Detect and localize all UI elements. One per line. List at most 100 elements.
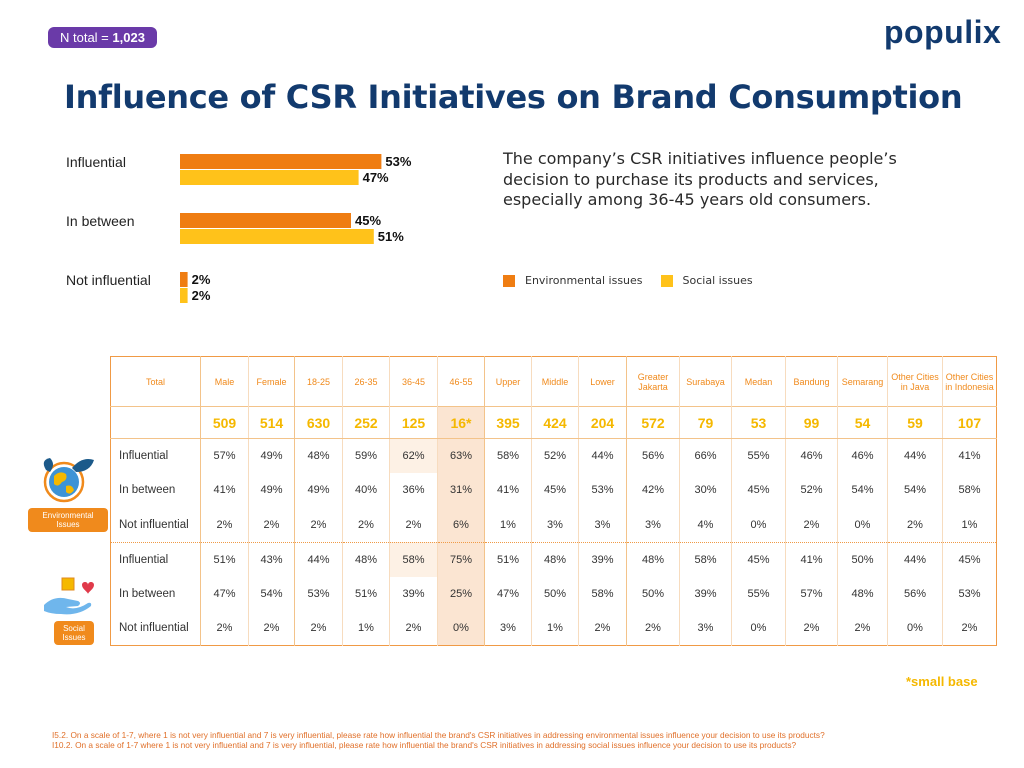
table-row: Influential 57% 49% 48% 59% 62% 63% 58% 52% 44% 56… bbox=[111, 438, 997, 473]
value-cell: 55% bbox=[731, 438, 786, 473]
base-cell: 16* bbox=[437, 406, 485, 439]
value-cell: 56% bbox=[626, 438, 680, 473]
value-cell: 52% bbox=[785, 473, 838, 508]
value-cell: 54% bbox=[837, 473, 888, 508]
header-male: Male bbox=[200, 356, 249, 407]
value-cell: 2% bbox=[578, 611, 627, 646]
value-cell: 52% bbox=[531, 438, 579, 473]
value-cell: 2% bbox=[389, 507, 438, 542]
bar-value-label: 2% bbox=[192, 272, 211, 287]
bar-environmental bbox=[180, 272, 188, 287]
row-label: Influential bbox=[110, 541, 201, 577]
bar-value-label: 45% bbox=[355, 213, 381, 228]
legend-item-social: Social issues bbox=[660, 274, 753, 287]
value-cell: 2% bbox=[626, 611, 680, 646]
value-cell: 30% bbox=[679, 473, 732, 508]
summary-text: The company’s CSR initiatives influence … bbox=[503, 149, 897, 209]
value-cell: 53% bbox=[294, 576, 343, 611]
value-cell: 53% bbox=[578, 473, 627, 508]
table-row: In between 47% 54% 53% 51% 39% 25% 47% 50% 58% 50%… bbox=[111, 576, 997, 611]
value-cell: 0% bbox=[437, 611, 485, 646]
chart-legend: Environmental issues Social issues bbox=[503, 274, 771, 287]
value-cell: 48% bbox=[837, 576, 888, 611]
row-label: Not influential bbox=[119, 518, 189, 531]
value-cell: 49% bbox=[294, 473, 343, 508]
header-bandung: Bandung bbox=[785, 356, 838, 407]
horizontal-bar-chart: Influential 53%47% In between 45%51% Not inf… bbox=[66, 154, 412, 303]
category-label: Influential bbox=[66, 154, 126, 170]
row-label: Influential bbox=[119, 450, 169, 462]
social-issues-marker: Social Issues bbox=[28, 575, 112, 647]
logo-text: populix bbox=[884, 14, 1002, 50]
value-cell: 48% bbox=[342, 541, 390, 577]
base-cell: 54 bbox=[837, 406, 888, 439]
value-cell: 2% bbox=[389, 611, 438, 646]
base-cell: 53 bbox=[731, 406, 786, 439]
bar-value-label: 53% bbox=[385, 154, 411, 169]
legend-item-environmental: Environmental issues bbox=[503, 274, 643, 287]
small-base-note: *small base bbox=[906, 674, 978, 689]
value-cell: 49% bbox=[248, 473, 295, 508]
hand-gift-heart-icon bbox=[44, 577, 94, 615]
value-cell: 1% bbox=[484, 507, 532, 542]
base-cell: 99 bbox=[785, 406, 838, 439]
table-row: In between 41% 49% 49% 40% 36% 31% 41% 45% 53% 42%… bbox=[111, 473, 997, 508]
value-cell: 3% bbox=[484, 611, 532, 646]
value-cell: 45% bbox=[942, 541, 997, 577]
footnote-environmental: I5.2. On a scale of 1-7, where 1 is not … bbox=[52, 730, 825, 740]
value-cell: 4% bbox=[679, 507, 732, 542]
header-surabaya: Surabaya bbox=[679, 356, 732, 407]
value-cell: 50% bbox=[626, 576, 680, 611]
value-cell: 39% bbox=[679, 576, 732, 611]
header-greater-jakarta: Greater Jakarta bbox=[626, 356, 680, 407]
header-lower: Lower bbox=[578, 356, 627, 407]
value-cell: 51% bbox=[200, 541, 249, 577]
header-female: Female bbox=[248, 356, 295, 407]
value-cell: 46% bbox=[837, 438, 888, 473]
value-cell: 2% bbox=[200, 507, 249, 542]
base-cell: 125 bbox=[389, 406, 438, 439]
value-cell: 0% bbox=[731, 507, 786, 542]
value-cell: 46% bbox=[785, 438, 838, 473]
value-cell: 3% bbox=[531, 507, 579, 542]
header-18-25: 18-25 bbox=[294, 356, 343, 407]
value-cell: 2% bbox=[785, 611, 838, 646]
value-cell: 45% bbox=[531, 473, 579, 508]
value-cell: 2% bbox=[294, 507, 343, 542]
value-cell: 44% bbox=[887, 438, 943, 473]
value-cell: 48% bbox=[531, 541, 579, 577]
legend-label-social: Social issues bbox=[682, 274, 753, 287]
value-cell: 62% bbox=[389, 438, 438, 473]
row-label: In between bbox=[119, 484, 176, 497]
value-cell: 25% bbox=[437, 576, 485, 611]
value-cell: 58% bbox=[389, 541, 438, 577]
value-cell: 44% bbox=[887, 541, 943, 577]
header-total: Total bbox=[145, 376, 165, 387]
value-cell: 1% bbox=[942, 507, 997, 542]
value-cell: 54% bbox=[248, 576, 295, 611]
value-cell: 50% bbox=[837, 541, 888, 577]
value-cell: 45% bbox=[731, 473, 786, 508]
value-cell: 56% bbox=[887, 576, 943, 611]
value-cell: 3% bbox=[679, 611, 732, 646]
value-cell: 2% bbox=[942, 611, 997, 646]
category-label: In between bbox=[66, 213, 135, 229]
base-cell: 107 bbox=[942, 406, 997, 439]
value-cell: 40% bbox=[342, 473, 390, 508]
crosstab-table: Total Male Female 18-25 26-35 36-45 46-5… bbox=[110, 356, 997, 646]
sample-size-badge: N total = 1,023 bbox=[48, 27, 157, 48]
table-row: Influential 51% 43% 44% 48% 58% 75% 51% 48% 39% 48… bbox=[110, 541, 997, 577]
value-cell: 0% bbox=[837, 507, 888, 542]
value-cell: 1% bbox=[342, 611, 390, 646]
value-cell: 2% bbox=[342, 507, 390, 542]
header-middle: Middle bbox=[531, 356, 579, 407]
value-cell: 6% bbox=[437, 507, 485, 542]
value-cell: 44% bbox=[294, 541, 343, 577]
header-semarang: Semarang bbox=[837, 356, 888, 407]
value-cell: 43% bbox=[248, 541, 295, 577]
value-cell: 51% bbox=[484, 541, 532, 577]
value-cell: 44% bbox=[578, 438, 627, 473]
value-cell: 42% bbox=[626, 473, 680, 508]
base-cell: 509 bbox=[200, 406, 249, 439]
table-row: Not influential 2% 2% 2% 2% 2% 6% 1% 3% 3% 3% 4% 0% 2… bbox=[111, 507, 997, 542]
